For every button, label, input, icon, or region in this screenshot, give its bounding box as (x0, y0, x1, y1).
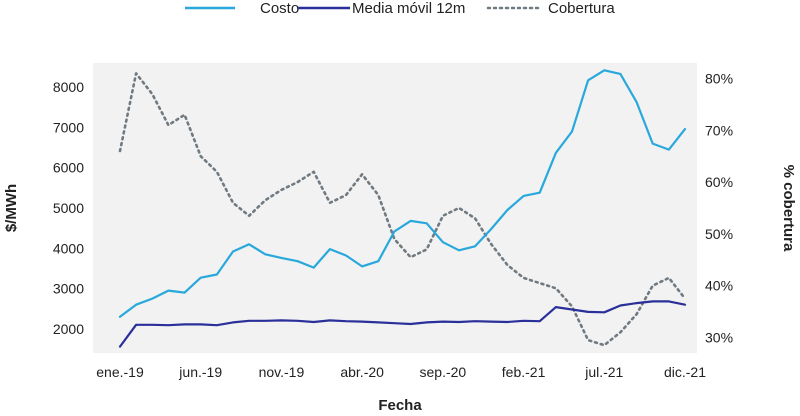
x-tick-label-2: nov.-19 (259, 364, 305, 380)
y2-tick-label-1: 40% (705, 278, 733, 294)
x-tick-label-3: abr.-20 (340, 364, 384, 380)
x-tick-label-1: jun.-19 (178, 364, 222, 380)
x-tick-label-7: dic.-21 (664, 364, 706, 380)
series-line-media-movil (118, 300, 687, 348)
plot-area-background (93, 63, 697, 353)
legend-label-costo: Costo (260, 0, 299, 17)
legend-label-cobertura: Cobertura (548, 0, 615, 17)
y2-tick-label-3: 60% (705, 174, 733, 190)
y-axis-left-label: $/MWh (3, 184, 20, 232)
y-axis-right-label: % cobertura (780, 165, 797, 252)
x-axis-label: Fecha (378, 397, 422, 414)
y2-tick-label-2: 50% (705, 226, 733, 242)
y-tick-label-5: 7000 (53, 119, 84, 135)
y-tick-label-4: 6000 (53, 160, 84, 176)
y2-tick-label-5: 80% (705, 71, 733, 87)
x-tick-label-5: feb.-21 (502, 364, 546, 380)
series-line-cobertura (118, 72, 687, 347)
y-tick-label-1: 3000 (53, 281, 84, 297)
series-lines (118, 69, 687, 348)
x-tick-label-0: ene.-19 (96, 364, 144, 380)
x-tick-label-4: sep.-20 (420, 364, 467, 380)
x-axis-ticks: ene.-19 jun.-19 nov.-19 abr.-20 sep.-20 feb.-… (96, 364, 706, 380)
y-tick-label-2: 4000 (53, 240, 84, 256)
y-axis-left-ticks: 2000 3000 4000 5000 6000 7000 8000 (53, 79, 84, 337)
x-tick-label-6: jul.-21 (584, 364, 623, 380)
y-tick-label-3: 5000 (53, 200, 84, 216)
y-tick-label-0: 2000 (53, 321, 84, 337)
y-tick-label-6: 8000 (53, 79, 84, 95)
legend-label-media-movil: Media móvil 12m (352, 0, 465, 17)
y-axis-right-ticks: 30% 40% 50% 60% 70% 80% (705, 71, 733, 346)
y2-tick-label-4: 70% (705, 122, 733, 138)
series-line-costo (118, 69, 687, 318)
legend: Costo Media móvil 12m Cobertura (185, 0, 615, 17)
y2-tick-label-0: 30% (705, 329, 733, 345)
